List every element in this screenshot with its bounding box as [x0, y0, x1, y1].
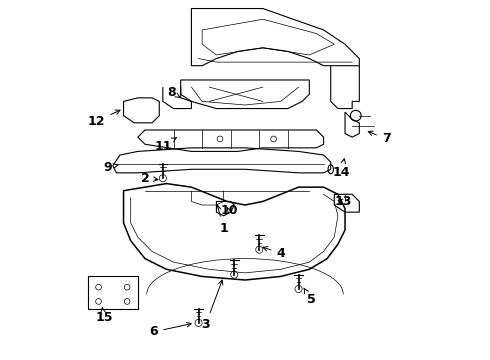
Text: 7: 7 [368, 131, 391, 145]
Text: 15: 15 [95, 308, 113, 324]
Text: 13: 13 [335, 195, 352, 208]
Text: 1: 1 [217, 205, 228, 235]
Text: 5: 5 [304, 288, 316, 306]
Text: 3: 3 [201, 280, 223, 331]
Text: 6: 6 [149, 323, 191, 338]
Text: 4: 4 [263, 247, 285, 260]
Text: 9: 9 [103, 161, 118, 174]
Text: 14: 14 [333, 159, 350, 179]
Text: 11: 11 [154, 138, 177, 153]
Text: 2: 2 [141, 172, 158, 185]
Text: 10: 10 [220, 204, 238, 217]
Text: 8: 8 [168, 86, 180, 99]
Text: 12: 12 [88, 110, 120, 127]
